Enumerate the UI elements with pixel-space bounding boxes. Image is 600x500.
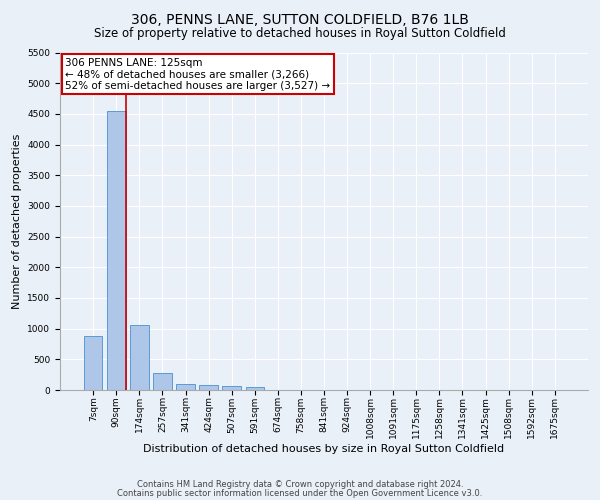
- Text: Contains public sector information licensed under the Open Government Licence v3: Contains public sector information licen…: [118, 488, 482, 498]
- Bar: [223, 386, 241, 390]
- Text: 306 PENNS LANE: 125sqm
← 48% of detached houses are smaller (3,266)
52% of semi-: 306 PENNS LANE: 125sqm ← 48% of detached…: [65, 58, 331, 91]
- Text: Contains HM Land Registry data © Crown copyright and database right 2024.: Contains HM Land Registry data © Crown c…: [137, 480, 463, 489]
- X-axis label: Distribution of detached houses by size in Royal Sutton Coldfield: Distribution of detached houses by size …: [143, 444, 505, 454]
- Bar: [245, 387, 264, 390]
- Bar: [107, 112, 125, 390]
- Bar: [153, 374, 172, 390]
- Bar: [199, 386, 218, 390]
- Bar: [84, 336, 103, 390]
- Bar: [130, 325, 149, 390]
- Text: 306, PENNS LANE, SUTTON COLDFIELD, B76 1LB: 306, PENNS LANE, SUTTON COLDFIELD, B76 1…: [131, 12, 469, 26]
- Bar: [176, 384, 195, 390]
- Text: Size of property relative to detached houses in Royal Sutton Coldfield: Size of property relative to detached ho…: [94, 28, 506, 40]
- Y-axis label: Number of detached properties: Number of detached properties: [12, 134, 22, 309]
